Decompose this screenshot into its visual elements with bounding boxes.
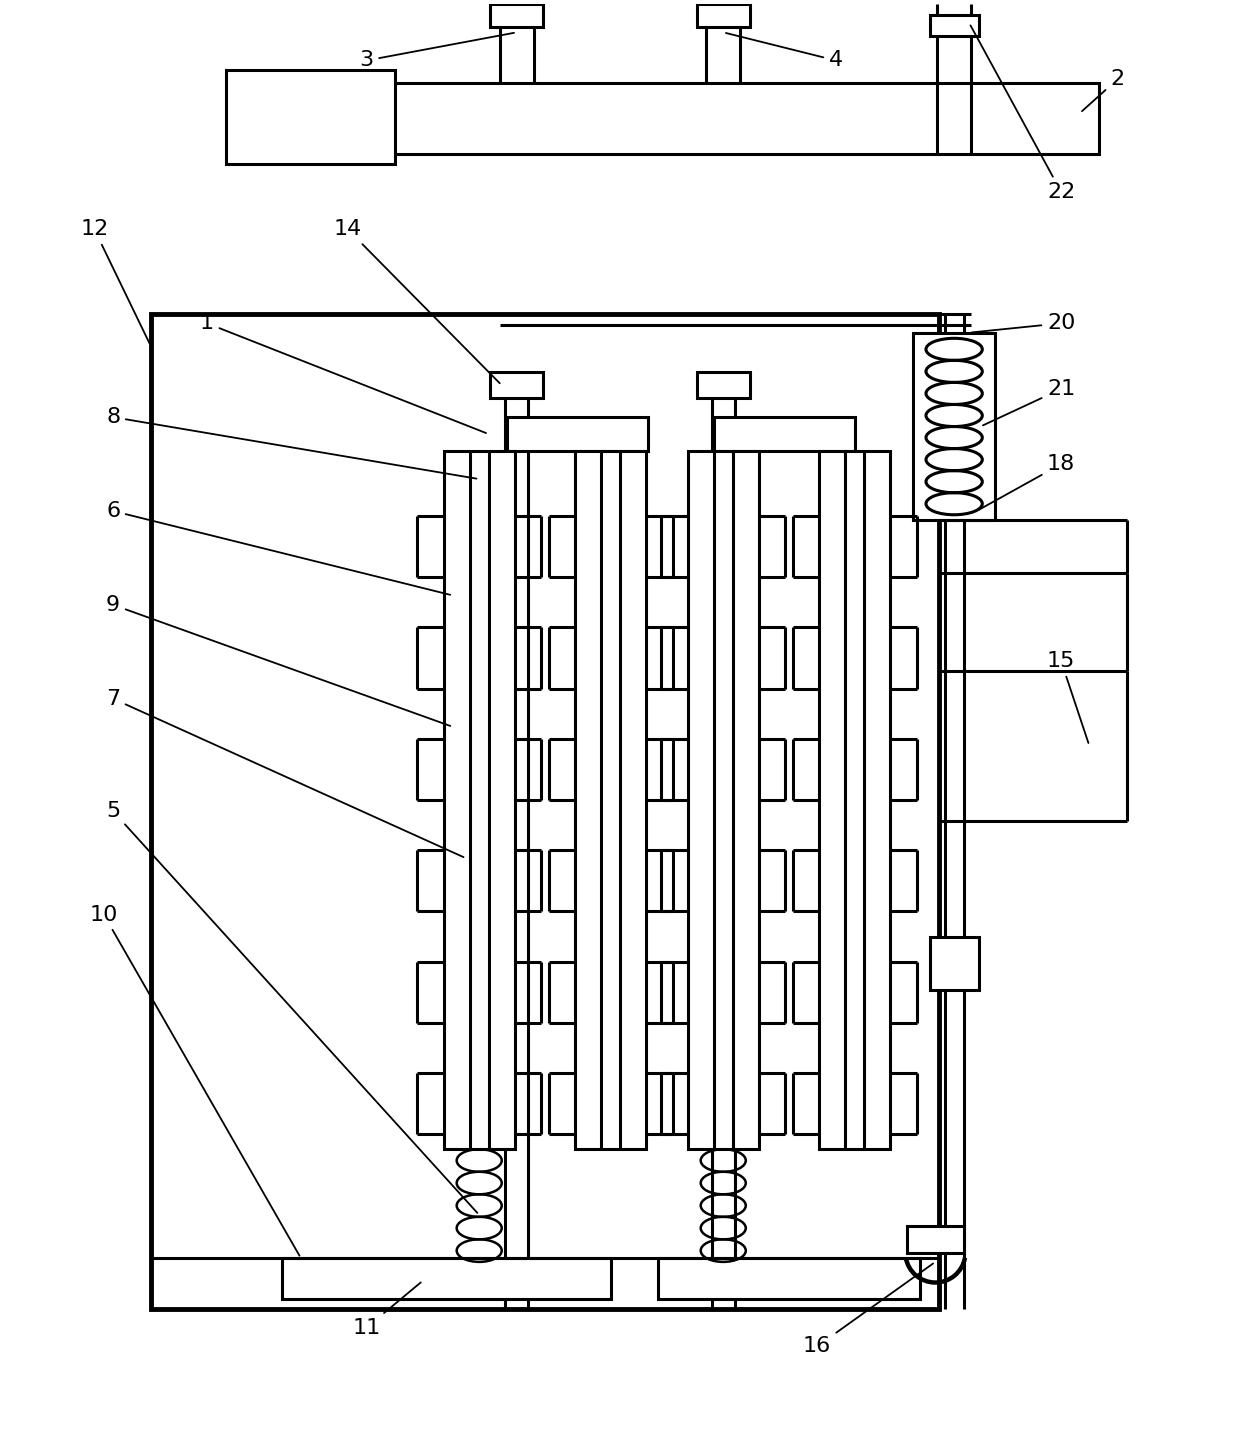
Text: 20: 20 bbox=[972, 313, 1075, 333]
Text: 16: 16 bbox=[804, 1263, 934, 1356]
Text: 6: 6 bbox=[107, 501, 450, 596]
Bar bbox=[444, 451, 515, 1149]
Text: 7: 7 bbox=[107, 689, 464, 857]
Bar bbox=[714, 418, 854, 451]
Text: 14: 14 bbox=[334, 220, 500, 383]
Text: 12: 12 bbox=[81, 220, 150, 343]
Bar bbox=[930, 16, 978, 36]
Bar bbox=[818, 451, 890, 1149]
Text: 10: 10 bbox=[89, 904, 300, 1256]
Bar bbox=[491, 372, 543, 399]
Bar bbox=[507, 418, 649, 451]
Text: 21: 21 bbox=[983, 379, 1075, 425]
Text: 15: 15 bbox=[1047, 651, 1089, 743]
Bar bbox=[283, 1258, 610, 1300]
Bar bbox=[491, 4, 543, 27]
Bar bbox=[913, 333, 996, 521]
Text: 22: 22 bbox=[971, 26, 1075, 202]
Bar bbox=[151, 314, 939, 1309]
Text: 9: 9 bbox=[107, 596, 450, 726]
Bar bbox=[687, 451, 759, 1149]
Bar bbox=[930, 937, 978, 990]
Bar bbox=[575, 451, 646, 1149]
Text: 3: 3 bbox=[360, 33, 515, 70]
Text: 4: 4 bbox=[725, 33, 843, 70]
Bar bbox=[226, 70, 394, 164]
Text: 2: 2 bbox=[1083, 69, 1125, 110]
Text: 11: 11 bbox=[352, 1283, 420, 1337]
Bar bbox=[657, 1258, 920, 1300]
Bar bbox=[697, 372, 749, 399]
Bar bbox=[367, 83, 1099, 155]
Text: 5: 5 bbox=[107, 801, 477, 1213]
Bar bbox=[697, 4, 749, 27]
Text: 18: 18 bbox=[980, 453, 1075, 509]
Text: 8: 8 bbox=[107, 408, 476, 479]
Text: 1: 1 bbox=[200, 313, 486, 433]
Bar bbox=[908, 1227, 963, 1253]
